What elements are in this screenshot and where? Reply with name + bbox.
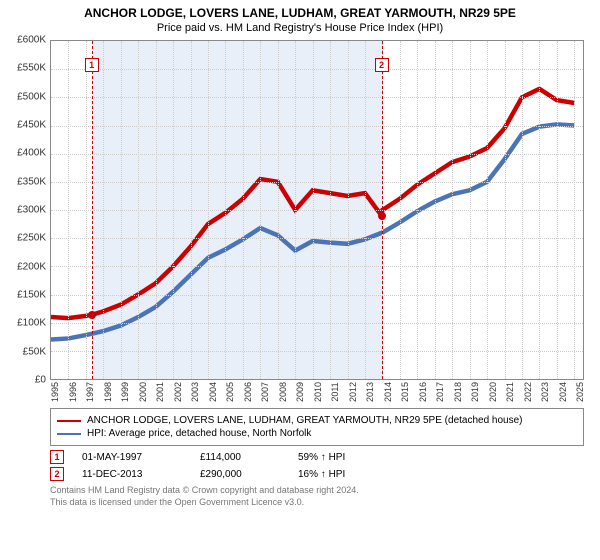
event-price: £114,000 (200, 452, 280, 463)
x-tick-label: 2017 (435, 382, 445, 402)
x-tick-label: 1998 (103, 382, 113, 402)
x-tick-label: 1995 (50, 382, 60, 402)
x-tick-label: 2025 (575, 382, 585, 402)
chart-subtitle: Price paid vs. HM Land Registry's House … (10, 22, 590, 34)
x-tick-label: 2022 (523, 382, 533, 402)
footer-line-2: This data is licensed under the Open Gov… (50, 497, 584, 509)
y-tick-label: £350K (17, 176, 46, 187)
event-marker-dot (88, 311, 96, 319)
event-marker-box: 1 (85, 58, 99, 72)
x-tick-label: 2009 (295, 382, 305, 402)
x-tick-label: 2020 (488, 382, 498, 402)
event-id-box: 1 (50, 450, 64, 464)
x-tick-label: 2005 (225, 382, 235, 402)
x-tick-label: 2008 (278, 382, 288, 402)
event-hpi: 16% ↑ HPI (298, 469, 345, 480)
y-tick-label: £250K (17, 233, 46, 244)
event-id-box: 2 (50, 467, 64, 481)
x-tick-label: 2004 (208, 382, 218, 402)
x-tick-label: 1999 (120, 382, 130, 402)
chart-container: ANCHOR LODGE, LOVERS LANE, LUDHAM, GREAT… (0, 0, 600, 560)
x-tick-label: 1996 (68, 382, 78, 402)
x-tick-label: 2018 (453, 382, 463, 402)
x-tick-label: 2002 (173, 382, 183, 402)
x-tick-label: 2016 (418, 382, 428, 402)
event-price: £290,000 (200, 469, 280, 480)
y-tick-label: £50K (23, 346, 46, 357)
y-tick-label: £100K (17, 318, 46, 329)
event-marker-box: 2 (375, 58, 389, 72)
event-marker-line (92, 41, 93, 379)
event-date: 11-DEC-2013 (82, 469, 182, 480)
chart-title: ANCHOR LODGE, LOVERS LANE, LUDHAM, GREAT… (10, 6, 590, 20)
footer-line-1: Contains HM Land Registry data © Crown c… (50, 485, 584, 497)
event-marker-dot (378, 212, 386, 220)
y-tick-label: £200K (17, 261, 46, 272)
legend-label: HPI: Average price, detached house, Nort… (87, 428, 311, 439)
legend-item: HPI: Average price, detached house, Nort… (57, 428, 577, 439)
y-axis-labels: £0£50K£100K£150K£200K£250K£300K£350K£400… (10, 40, 48, 380)
event-hpi: 59% ↑ HPI (298, 452, 345, 463)
y-tick-label: £300K (17, 205, 46, 216)
x-tick-label: 2003 (190, 382, 200, 402)
footer-attribution: Contains HM Land Registry data © Crown c… (50, 485, 584, 508)
legend-swatch (57, 420, 81, 422)
x-tick-label: 2007 (260, 382, 270, 402)
y-tick-label: £400K (17, 148, 46, 159)
chart-area: £0£50K£100K£150K£200K£250K£300K£350K£400… (50, 40, 584, 400)
event-row: 1 01-MAY-1997 £114,000 59% ↑ HPI (50, 450, 584, 464)
y-tick-label: £0 (35, 375, 46, 386)
x-tick-label: 2001 (155, 382, 165, 402)
x-axis-labels: 1995 1996 1997 1998 1999 2000 2001 2002 2003 2004… (50, 382, 584, 402)
y-tick-label: £600K (17, 35, 46, 46)
plot-area: 12 (50, 40, 584, 380)
event-marker-line (382, 41, 383, 379)
x-tick-label: 2023 (540, 382, 550, 402)
y-tick-label: £150K (17, 290, 46, 301)
x-tick-label: 2000 (138, 382, 148, 402)
x-tick-label: 2011 (330, 382, 340, 401)
y-tick-label: £500K (17, 91, 46, 102)
event-row: 2 11-DEC-2013 £290,000 16% ↑ HPI (50, 467, 584, 481)
x-tick-label: 2006 (243, 382, 253, 402)
legend-label: ANCHOR LODGE, LOVERS LANE, LUDHAM, GREAT… (87, 415, 523, 426)
x-tick-label: 2013 (365, 382, 375, 402)
legend: ANCHOR LODGE, LOVERS LANE, LUDHAM, GREAT… (50, 408, 584, 446)
x-tick-label: 1997 (85, 382, 95, 402)
x-tick-label: 2010 (313, 382, 323, 402)
x-tick-label: 2014 (383, 382, 393, 402)
x-tick-label: 2021 (505, 382, 515, 402)
y-tick-label: £450K (17, 120, 46, 131)
x-tick-label: 2012 (348, 382, 358, 402)
legend-swatch (57, 433, 81, 435)
x-tick-label: 2015 (400, 382, 410, 402)
y-tick-label: £550K (17, 63, 46, 74)
x-tick-label: 2024 (558, 382, 568, 402)
legend-item: ANCHOR LODGE, LOVERS LANE, LUDHAM, GREAT… (57, 415, 577, 426)
x-tick-label: 2019 (470, 382, 480, 402)
event-date: 01-MAY-1997 (82, 452, 182, 463)
events-table: 1 01-MAY-1997 £114,000 59% ↑ HPI 2 11-DEC-201… (50, 450, 584, 481)
